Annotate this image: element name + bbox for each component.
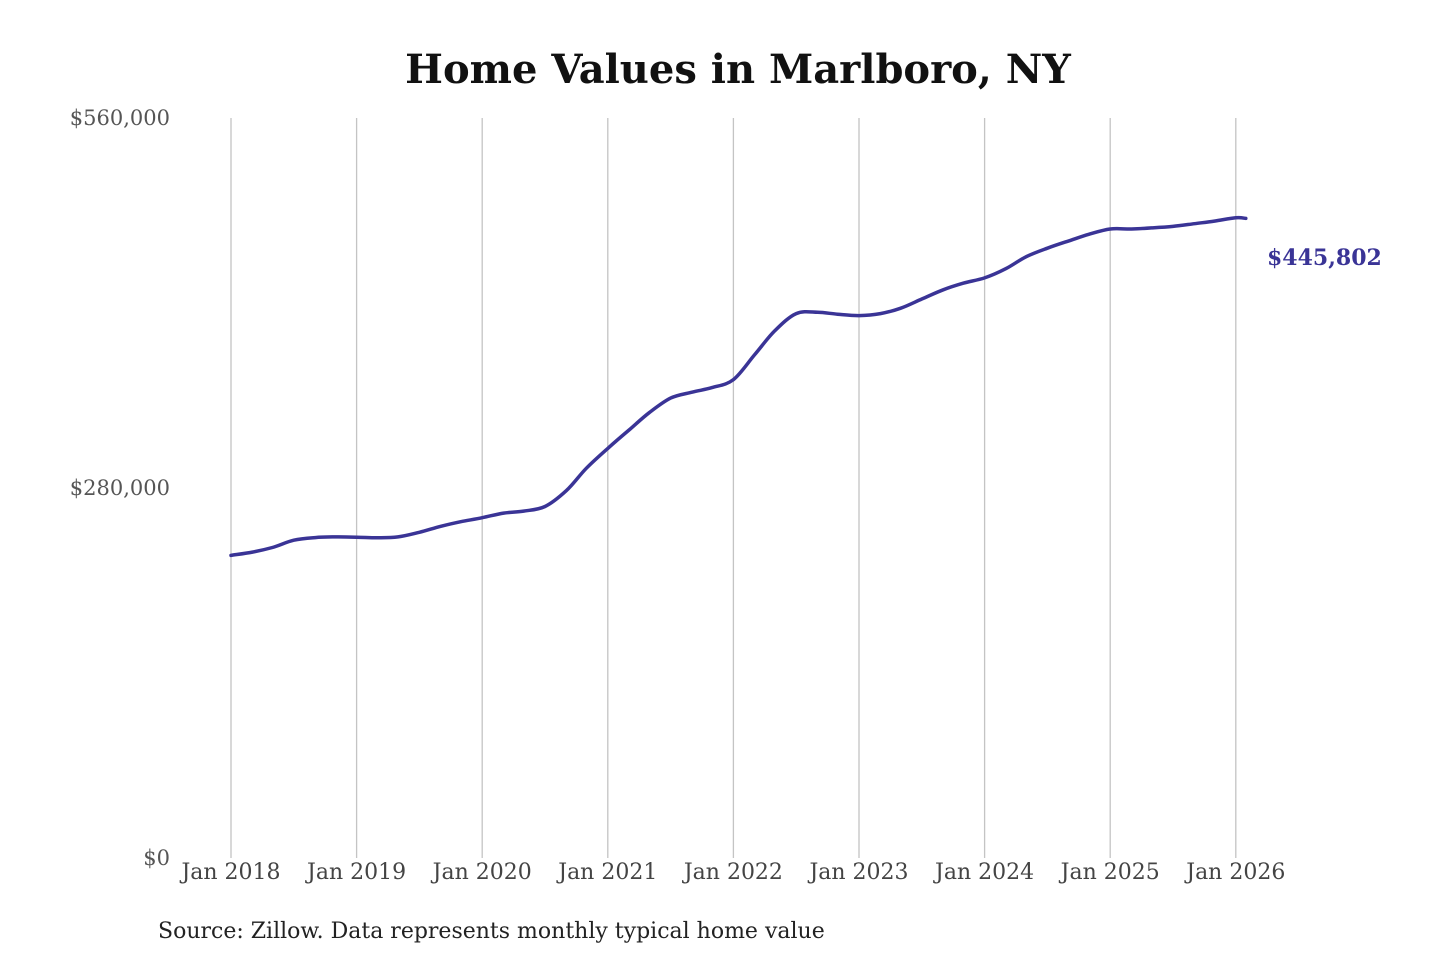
x-tick-label: Jan 2026	[1184, 860, 1285, 885]
chart-title: Home Values in Marlboro, NY	[405, 46, 1071, 93]
x-tick-label: Jan 2024	[933, 860, 1034, 885]
y-tick-label: $560,000	[70, 106, 170, 130]
x-axis-ticks: Jan 2018 Jan 2019 Jan 2020 Jan 2021 Jan 2022…	[179, 860, 1285, 885]
x-tick-label: Jan 2023	[807, 860, 908, 885]
x-tick-label: Jan 2020	[431, 860, 532, 885]
end-value-label: $445,802	[1267, 245, 1382, 271]
y-tick-label: $0	[143, 846, 170, 870]
source-note: Source: Zillow. Data represents monthly …	[158, 919, 825, 944]
gridlines	[230, 118, 1237, 858]
x-tick-label: Jan 2025	[1059, 860, 1160, 885]
x-tick-label: Jan 2022	[682, 860, 783, 885]
x-tick-label: Jan 2021	[556, 860, 657, 885]
x-tick-label: Jan 2018	[179, 860, 280, 885]
home-value-series-line	[229, 215, 1248, 558]
y-axis-ticks: $0 $280,000 $560,000	[70, 106, 170, 870]
y-tick-label: $280,000	[70, 476, 170, 500]
x-tick-label: Jan 2019	[305, 860, 406, 885]
